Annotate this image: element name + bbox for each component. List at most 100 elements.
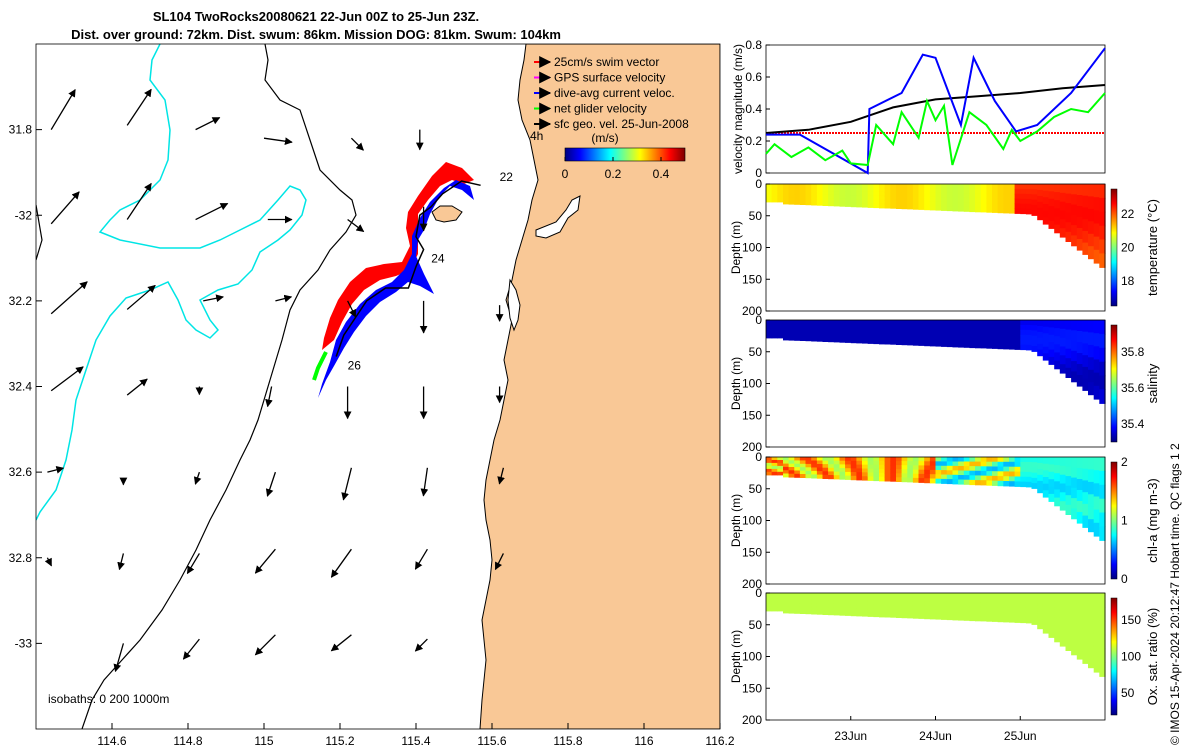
section-cell (946, 457, 954, 462)
section-cell (969, 338, 976, 344)
section-cell (833, 184, 841, 189)
map-xtick-label: 115.8 (553, 734, 582, 748)
section-cell (963, 593, 971, 599)
section-cell (811, 593, 818, 598)
section-cell (771, 462, 778, 467)
section-cell (929, 601, 937, 607)
section-cell (975, 343, 982, 349)
section-cell (890, 601, 897, 606)
section-ytick-label: 100 (742, 377, 762, 391)
section-cell (963, 329, 971, 335)
section-cell (794, 326, 801, 331)
section-cell (1020, 593, 1027, 599)
velocity-series-line (765, 92, 1106, 167)
section-cell (783, 323, 790, 328)
section-cell (963, 202, 971, 208)
section-cell (986, 207, 993, 213)
section-cell (1088, 246, 1095, 260)
section-cell (862, 184, 869, 189)
section-cell (873, 187, 880, 193)
time-tick-label: 25Jun (1004, 729, 1037, 743)
section-cell (777, 607, 784, 612)
section-cell (986, 320, 993, 326)
section-cell (997, 198, 1004, 204)
section-cell (788, 197, 795, 202)
section-cell (1048, 320, 1055, 328)
section-cell (873, 468, 880, 474)
section-cell (969, 202, 976, 208)
section-cell (941, 205, 948, 211)
section-cell (997, 612, 1004, 618)
section-cell (771, 325, 778, 330)
section-cell (1099, 361, 1106, 377)
section-cell (828, 194, 835, 199)
section-cell (912, 188, 920, 193)
section-cell (963, 197, 971, 203)
section-cell (1037, 195, 1044, 203)
section-cell (1042, 333, 1050, 341)
section-cell (1054, 344, 1061, 353)
section-cell (856, 320, 863, 325)
section-cell (856, 184, 863, 189)
geo-vector (117, 553, 125, 571)
speed-colorbar-label: (m/s) (591, 131, 618, 145)
section-cell (839, 323, 846, 328)
section-cell (833, 198, 841, 203)
section-cell (980, 184, 987, 190)
section-cb-tick-label: 35.6 (1121, 381, 1145, 395)
section-cell (975, 207, 982, 213)
section-cell (811, 320, 818, 325)
section-cell (952, 206, 959, 212)
section-cell (816, 464, 824, 469)
section-cell (924, 465, 931, 471)
section-cell (799, 187, 807, 192)
section-cell (862, 323, 869, 329)
section-ytick-label: 0 (755, 177, 762, 191)
section-ytick-label: 200 (742, 440, 762, 454)
section-cell (845, 604, 852, 609)
geo-vector (263, 137, 293, 146)
section-cell (975, 338, 982, 344)
map-xtick-label: 115.6 (477, 734, 506, 748)
section-cell (788, 603, 795, 607)
time-axis: 23Jun 24Jun 25Jun (834, 716, 1037, 743)
map-ytick-label: -33 (15, 636, 33, 650)
section-cell (1020, 476, 1027, 483)
section-cell (1082, 242, 1089, 255)
section-cell (884, 324, 891, 329)
section-cell (822, 337, 829, 342)
section-cell (839, 334, 846, 339)
section-cell (862, 596, 869, 602)
section-cell (907, 477, 914, 483)
section-cell (997, 480, 1004, 487)
section-cell (862, 191, 869, 197)
section-cell (1037, 468, 1044, 476)
section-cell (1003, 617, 1010, 623)
section-cell (890, 469, 897, 474)
section-cell (1059, 483, 1067, 493)
section-cell (1042, 619, 1050, 627)
section-cell (884, 188, 891, 193)
section-cell (929, 597, 937, 603)
section-cell (1020, 481, 1027, 488)
section-cell (1048, 629, 1055, 638)
section-cell (946, 601, 954, 607)
section-cell (1093, 359, 1100, 374)
velocity-ylabel: velocity magnitude (m/s) (731, 44, 745, 174)
section-cell (867, 199, 874, 204)
section-cell (1048, 457, 1055, 465)
section-cell (1076, 217, 1084, 229)
section-cell (986, 611, 993, 618)
section-cell (879, 324, 886, 329)
section-cell (771, 187, 778, 191)
section-cell (1009, 208, 1016, 214)
geo-vector (195, 202, 229, 221)
section-cell (929, 593, 937, 598)
section-cell (997, 607, 1004, 613)
section-cell (890, 605, 897, 610)
section-cell (879, 191, 886, 197)
section-cell (992, 616, 999, 622)
section-cell (1025, 598, 1033, 604)
section-cell (777, 465, 784, 470)
section-cell (766, 457, 773, 461)
